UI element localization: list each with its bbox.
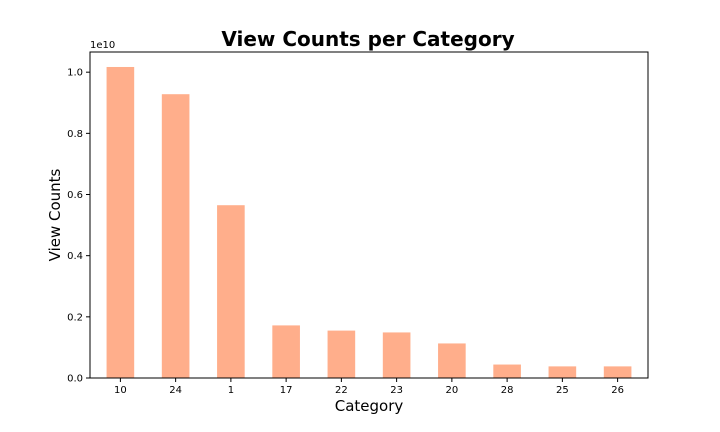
bar-category-1 xyxy=(217,205,245,378)
y-axis: 0.0 0.2 0.4 0.6 0.8 1.0 xyxy=(67,68,90,385)
y-tick-label: 0.4 xyxy=(67,251,83,262)
y-tick-label: 1.0 xyxy=(67,68,83,79)
bar-category-22 xyxy=(327,330,356,378)
bar-category-20 xyxy=(438,343,466,378)
chart-title: View Counts per Category xyxy=(221,27,514,51)
y-axis-label: View Counts xyxy=(46,168,64,261)
x-tick-label: 28 xyxy=(501,385,514,396)
y-tick-label: 0.6 xyxy=(67,190,83,201)
x-tick-label: 26 xyxy=(611,385,624,396)
bar-category-17 xyxy=(272,325,300,378)
x-tick-label: 25 xyxy=(556,385,569,396)
x-axis-label: Category xyxy=(335,397,404,415)
x-tick-label: 24 xyxy=(169,385,182,396)
y-tick-label: 0.0 xyxy=(67,374,83,385)
bar-category-23 xyxy=(382,332,411,378)
y-axis-offset-label: 1e10 xyxy=(90,40,115,51)
x-tick-label: 23 xyxy=(390,385,403,396)
x-tick-label: 17 xyxy=(280,385,293,396)
y-tick-label: 0.8 xyxy=(67,129,83,140)
bar-category-25 xyxy=(548,366,577,378)
x-axis: 10 24 1 17 22 23 20 28 25 26 xyxy=(114,378,624,396)
bar-category-28 xyxy=(493,364,521,378)
x-tick-label: 22 xyxy=(335,385,348,396)
bar-category-10 xyxy=(106,66,135,378)
y-tick-label: 0.2 xyxy=(67,312,83,323)
bar-category-26 xyxy=(603,366,632,378)
x-tick-label: 20 xyxy=(446,385,459,396)
x-tick-label: 10 xyxy=(114,385,127,396)
bar-category-24 xyxy=(161,94,190,378)
bars-group xyxy=(106,66,632,378)
plot-area-frame xyxy=(89,51,649,379)
x-tick-label: 1 xyxy=(228,385,234,396)
